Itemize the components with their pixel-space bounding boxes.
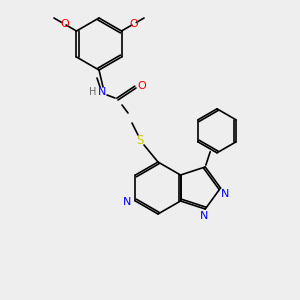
Text: O: O [60,19,69,29]
Text: N: N [221,189,230,199]
Text: O: O [138,81,146,91]
Text: N: N [200,211,208,221]
Text: N: N [123,197,132,207]
Text: H: H [89,87,97,97]
Text: S: S [136,134,144,146]
Text: O: O [129,19,138,29]
Text: N: N [98,87,106,97]
